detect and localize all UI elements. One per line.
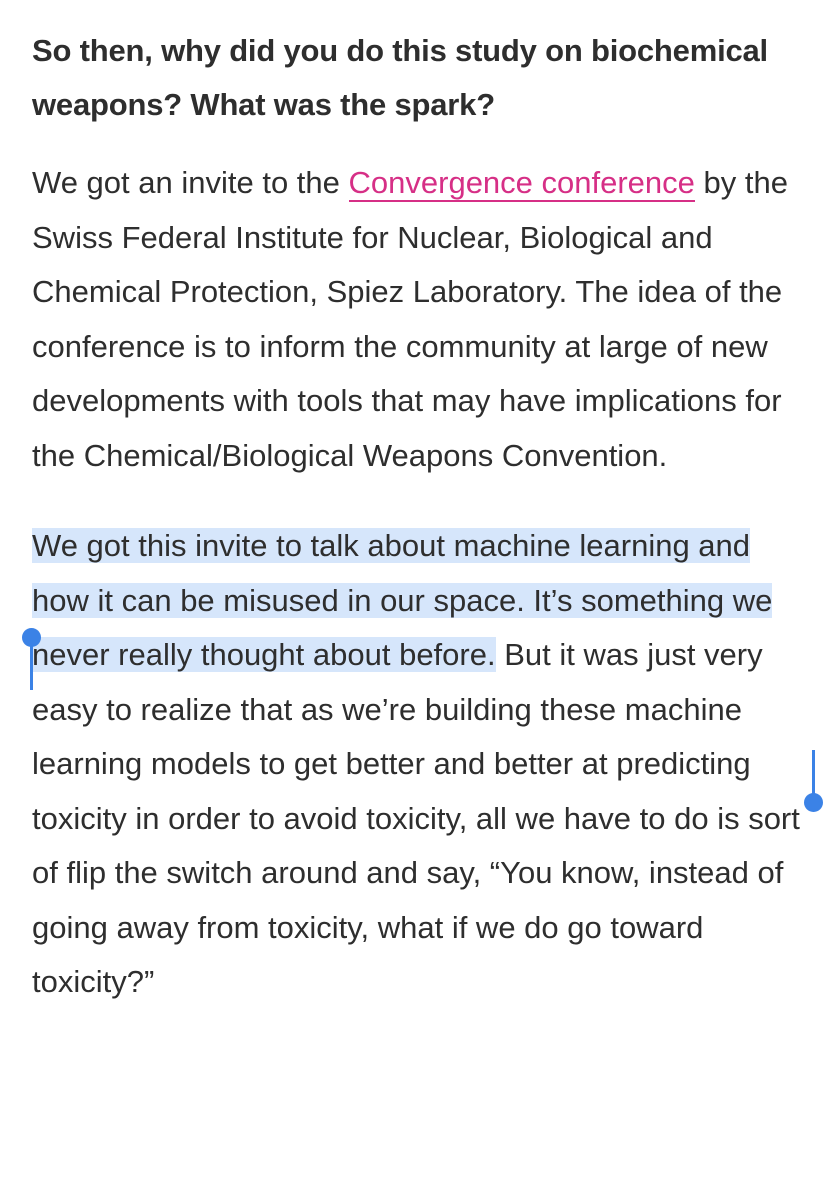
- selection-start-handle[interactable]: [22, 628, 41, 690]
- paragraph-2-text-rest: But it was just very easy to realize tha…: [32, 637, 800, 999]
- answer-paragraph-1: We got an invite to the Convergence conf…: [32, 156, 812, 483]
- paragraph-1-text-end: by the Swiss Federal Institute for Nucle…: [32, 165, 788, 473]
- paragraph-1-text-start: We got an invite to the: [32, 165, 349, 200]
- selection-end-handle[interactable]: [804, 750, 823, 812]
- interview-question: So then, why did you do this study on bi…: [32, 33, 768, 122]
- selected-text[interactable]: We got this invite to talk about machine…: [32, 528, 773, 672]
- article-body: So then, why did you do this study on bi…: [32, 0, 812, 1010]
- convergence-conference-link[interactable]: Convergence conference: [348, 165, 695, 202]
- answer-paragraph-2: We got this invite to talk about machine…: [32, 519, 812, 1010]
